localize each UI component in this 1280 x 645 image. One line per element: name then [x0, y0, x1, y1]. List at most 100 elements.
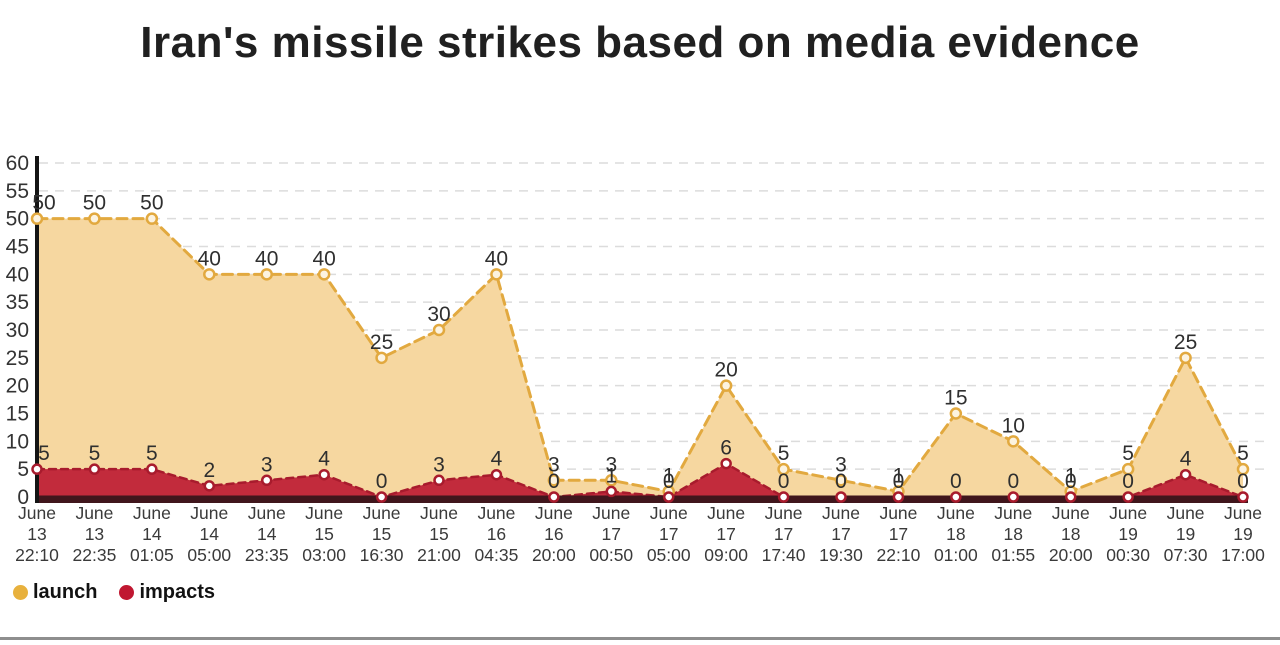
- launch-marker: [145, 212, 159, 225]
- launch-value-label: 3: [605, 453, 617, 476]
- x-axis-label: June 18 20:00: [1049, 503, 1093, 565]
- impacts-value-label: 0: [835, 470, 847, 493]
- impacts-value-label: 5: [38, 442, 50, 465]
- launch-marker: [260, 268, 273, 281]
- impacts-marker: [605, 485, 618, 498]
- launch-marker: [490, 268, 503, 281]
- legend-dot-impacts: [119, 585, 135, 600]
- launch-value-label: 1: [893, 464, 905, 487]
- launch-value-label: 1: [1065, 464, 1077, 487]
- impacts-value-label: 4: [318, 448, 330, 471]
- launch-value-label: 50: [32, 192, 55, 215]
- impacts-marker: [892, 491, 905, 503]
- launch-value-label: 50: [83, 192, 106, 215]
- impacts-marker: [260, 474, 273, 487]
- launch-value-label: 40: [485, 247, 508, 270]
- launch-value-label: 25: [370, 331, 393, 354]
- chart-title: Iran's missile strikes based on media ev…: [140, 18, 1140, 67]
- impacts-value-label: 0: [548, 470, 560, 493]
- y-tick-label: 20: [6, 375, 29, 398]
- impacts-value-label: 4: [1180, 448, 1192, 471]
- x-axis-label: June 16 20:00: [532, 503, 576, 565]
- launch-value-label: 40: [198, 247, 221, 270]
- y-tick-label: 25: [6, 347, 29, 370]
- impacts-value-label: 0: [1065, 470, 1077, 493]
- x-axis-label: June 17 09:00: [704, 503, 748, 565]
- x-axis-label: June 17 05:00: [647, 503, 691, 565]
- launch-value-label: 3: [548, 453, 560, 476]
- legend-label: impacts: [139, 581, 216, 603]
- launch-value-label: 5: [1237, 442, 1249, 465]
- y-tick-label: 50: [6, 208, 29, 231]
- x-axis-label: June 17 19:30: [819, 503, 863, 565]
- launch-marker: [949, 407, 963, 420]
- impacts-marker: [777, 491, 790, 503]
- impacts-value-label: 0: [1007, 470, 1019, 493]
- legend: launch impacts: [13, 581, 215, 604]
- x-axis-label: June 19 17:00: [1221, 503, 1265, 565]
- impacts-marker: [203, 480, 216, 492]
- y-tick-label: 35: [6, 291, 29, 314]
- impacts-value-label: 3: [261, 453, 273, 476]
- launch-area: [37, 218, 1243, 497]
- launch-marker: [203, 268, 216, 281]
- launch-marker: [317, 268, 331, 281]
- impacts-marker: [146, 463, 158, 475]
- impacts-value-label: 0: [893, 470, 905, 493]
- impacts-value-label: 0: [1237, 470, 1249, 493]
- impacts-marker: [433, 474, 445, 487]
- y-tick-label: 60: [6, 152, 29, 175]
- launch-value-label: 50: [140, 192, 163, 215]
- y-tick-label: 15: [6, 403, 29, 426]
- x-axis-label: June 17 22:10: [877, 503, 921, 565]
- impacts-marker: [1237, 491, 1249, 503]
- impacts-value-label: 0: [778, 470, 790, 493]
- impacts-value-label: 4: [491, 448, 503, 471]
- impacts-value-label: 5: [146, 442, 158, 465]
- launch-value-label: 30: [427, 303, 450, 326]
- legend-label: launch: [33, 581, 98, 603]
- impacts-value-label: 2: [203, 459, 215, 482]
- impacts-value-label: 0: [663, 470, 675, 493]
- launch-marker: [1236, 462, 1250, 476]
- impacts-marker: [835, 491, 847, 503]
- y-tick-label: 10: [6, 430, 29, 453]
- impacts-marker: [1007, 491, 1020, 503]
- legend-dot-launch: [13, 585, 28, 600]
- impacts-value-label: 0: [950, 470, 962, 493]
- launch-marker: [375, 351, 388, 365]
- impacts-value-label: 0: [376, 470, 388, 493]
- launch-marker: [605, 474, 618, 487]
- impacts-value-label: 0: [1122, 470, 1134, 493]
- launch-value-label: 10: [1002, 414, 1025, 437]
- impacts-marker: [318, 468, 330, 481]
- impacts-value-label: 1: [605, 464, 617, 487]
- launch-marker: [777, 462, 790, 476]
- y-tick-label: 30: [6, 319, 29, 342]
- y-tick-label: 40: [6, 263, 29, 286]
- x-axis-label: June 14 05:00: [187, 503, 231, 565]
- impacts-marker: [1179, 468, 1192, 481]
- impacts-marker: [1122, 491, 1134, 503]
- x-axis-label: June 15 16:30: [360, 503, 404, 565]
- launch-value-label: 15: [944, 387, 967, 410]
- x-axis-label: June 15 21:00: [417, 503, 461, 565]
- launch-marker: [1121, 462, 1135, 476]
- x-axis-label: June 14 01:05: [130, 503, 174, 565]
- launch-value-label: 25: [1174, 331, 1197, 354]
- launch-marker: [834, 474, 848, 487]
- launch-marker: [547, 474, 561, 487]
- x-axis-label: June 17 00:50: [589, 503, 633, 565]
- impacts-marker: [88, 463, 101, 475]
- impacts-marker: [662, 491, 675, 503]
- impacts-marker: [490, 468, 503, 481]
- x-axis-label: June 19 00:30: [1106, 503, 1150, 565]
- x-axis-label: June 14 23:35: [245, 503, 289, 565]
- impacts-marker: [548, 491, 560, 503]
- launch-value-label: 3: [835, 453, 847, 476]
- impacts-marker: [375, 491, 388, 503]
- impacts-area: [37, 463, 1243, 497]
- launch-line: [35, 217, 1245, 494]
